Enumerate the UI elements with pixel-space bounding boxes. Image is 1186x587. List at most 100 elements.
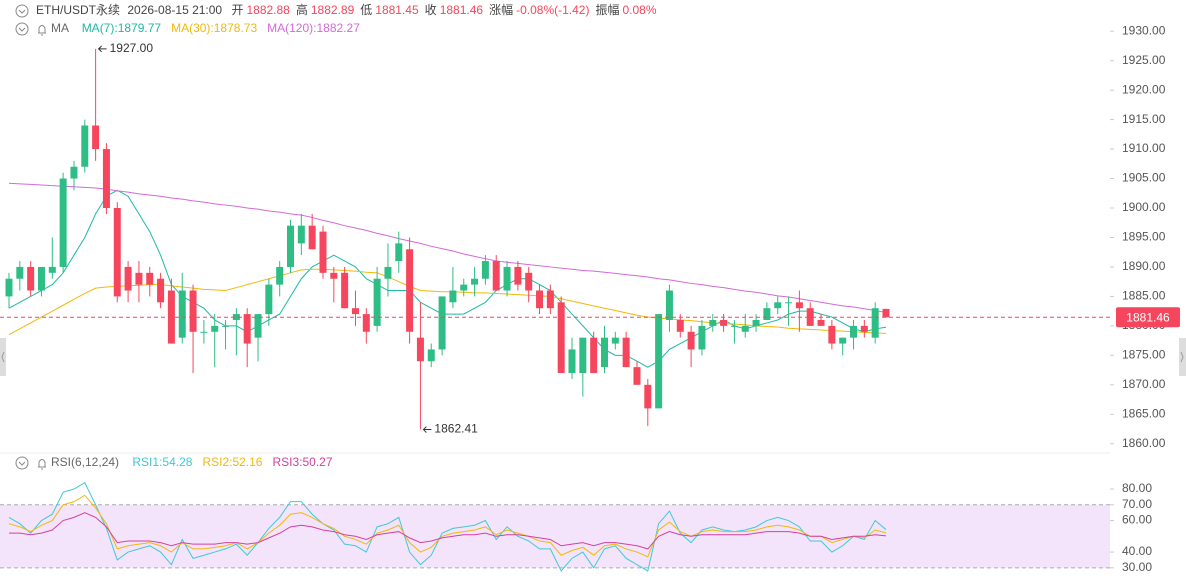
candle-body (416, 337, 424, 362)
candle-body (37, 266, 45, 291)
candle-body (568, 349, 576, 374)
chevron (18, 461, 26, 466)
legend-entry: MA(7):1879.77 (82, 21, 162, 35)
candle-body (514, 266, 522, 285)
candle-body (48, 266, 56, 273)
candle-body (113, 208, 121, 297)
candle-body (698, 325, 706, 350)
annotation-arrow (422, 426, 432, 433)
rsi-line (9, 512, 887, 550)
y-tick-label: 1875.00 (1122, 348, 1166, 362)
candle-body (5, 278, 13, 297)
y-tick-label: 1915.00 (1122, 112, 1166, 126)
candle-body (406, 249, 414, 332)
candle-body (351, 308, 359, 315)
bell-icon[interactable] (38, 25, 46, 36)
y-tick-label: 1910.00 (1122, 141, 1166, 155)
candle-body (135, 272, 143, 285)
ma-line (8, 189, 887, 368)
time: 2026-08-15 21:00 (127, 3, 222, 17)
y-tick-label: 1920.00 (1122, 82, 1166, 96)
candle-body (438, 296, 446, 350)
candle-body (525, 272, 533, 291)
candle-body (460, 284, 468, 291)
candle-body (806, 308, 814, 326)
annotation-label: 1862.41 (434, 422, 478, 436)
field-label: 低 (360, 3, 372, 17)
candle-body (297, 225, 305, 244)
candle-body (622, 337, 630, 368)
rsi-legend: RSI(6,12,24) RSI1:54.28 RSI2:52.16 RSI3:50… (51, 455, 333, 469)
candle-body (319, 231, 327, 273)
field-label: 振幅 (595, 2, 619, 17)
candle-body (882, 308, 890, 318)
y-tick-label: 80.00 (1122, 481, 1152, 495)
candle-body (655, 314, 663, 409)
candle-body (449, 290, 457, 303)
y-tick-label: 1885.00 (1122, 289, 1166, 303)
candle-body (579, 337, 587, 374)
candle-body (427, 349, 435, 362)
field-value: 1881.46 (440, 3, 484, 17)
scroll-left[interactable] (0, 338, 6, 376)
rsi-line (8, 494, 887, 558)
collapse-icon[interactable] (15, 22, 29, 36)
candle-body (178, 290, 186, 338)
candle-body (70, 166, 78, 179)
candle-body (222, 325, 230, 327)
candle-body (860, 325, 868, 332)
arrow-left (1, 351, 5, 363)
candle-body (395, 243, 403, 262)
arrow-right (1180, 351, 1184, 363)
candle-body (330, 272, 338, 279)
field-label: 收 (425, 3, 437, 17)
candle-body (557, 302, 565, 374)
candle-body (687, 331, 695, 350)
candle-body (189, 290, 197, 332)
candle-body (362, 314, 370, 332)
field-label: 高 (296, 2, 308, 17)
candle-body (16, 266, 24, 279)
y-tick-label: 1870.00 (1122, 377, 1166, 391)
candle-body (102, 149, 110, 209)
candle-body (243, 314, 251, 344)
candle-body (254, 314, 262, 338)
candle-body (828, 325, 836, 344)
ma-line (8, 268, 887, 336)
candle-body (341, 272, 349, 309)
candle-body (817, 319, 825, 326)
y-tick-label: 1905.00 (1122, 171, 1166, 185)
candle-body (157, 278, 165, 303)
candle-body (871, 308, 879, 338)
field-value: 1882.88 (246, 3, 290, 17)
field-label: 开 (231, 3, 243, 17)
candle-body (590, 337, 598, 374)
candle-body (481, 261, 489, 279)
candle-body (720, 319, 728, 326)
candle-body (730, 325, 738, 327)
ma-line (8, 182, 887, 313)
collapse-icon[interactable] (15, 456, 29, 470)
candle-body (471, 278, 479, 285)
legend-entry: MA(30):1878.73 (171, 21, 257, 35)
y-tick-label: 1930.00 (1122, 23, 1166, 37)
y-tick-label: 30.00 (1122, 560, 1152, 574)
y-tick-label: 1860.00 (1122, 436, 1166, 450)
y-tick-label: 1900.00 (1122, 200, 1166, 214)
legend-entry: RSI1:54.28 (132, 455, 192, 469)
candle-body (124, 266, 132, 291)
bell-icon[interactable] (38, 459, 46, 470)
candle-body (774, 302, 782, 309)
y-tick-label: 1890.00 (1122, 259, 1166, 273)
last-price-box (1116, 307, 1180, 328)
legend-entry: RSI3:50.27 (272, 455, 332, 469)
field-value: -0.08%(-1.42) (516, 3, 589, 17)
candle-body (503, 266, 511, 291)
annotation-arrow (97, 45, 107, 53)
collapse-icon[interactable] (15, 4, 29, 18)
y-tick-label: 1895.00 (1122, 230, 1166, 244)
candle-body (265, 284, 273, 315)
candle-body (492, 261, 500, 291)
indicator: RSI(6,12,24) (51, 455, 119, 469)
field-value: 1882.89 (311, 3, 355, 17)
